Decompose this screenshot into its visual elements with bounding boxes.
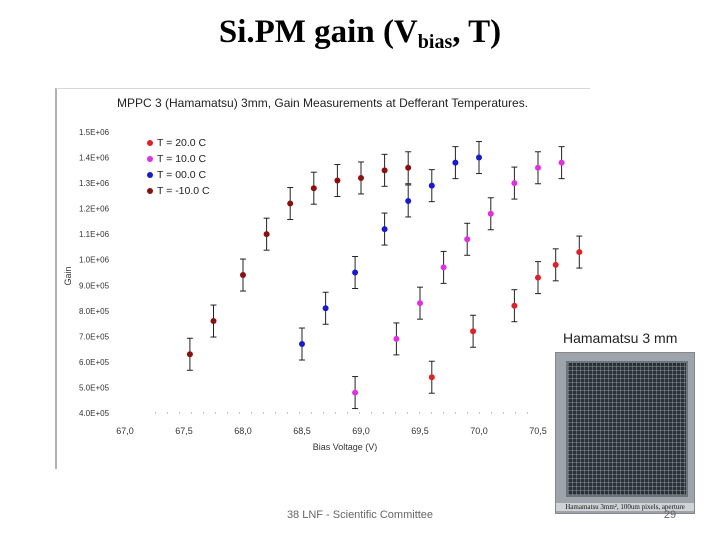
x-tick-label: 69,5 (411, 426, 429, 436)
y-axis-label: Gain (63, 266, 73, 285)
x-tick-label: 67,0 (116, 426, 134, 436)
y-tick-label: 7.0E+05 (79, 332, 110, 341)
legend-label: T = 10.0 C (157, 153, 207, 165)
title-main: Si.PM gain (V (218, 14, 418, 50)
gain-chart: MPPC 3 (Hamamatsu) 3mm, Gain Measurement… (63, 96, 583, 452)
data-point (352, 389, 359, 396)
data-point (487, 210, 494, 217)
y-tick-label: 1.0E+06 (79, 256, 110, 265)
legend-marker (147, 172, 153, 178)
data-point (535, 274, 541, 281)
chart-title: MPPC 3 (Hamamatsu) 3mm, Gain Measurement… (117, 96, 528, 110)
data-point (358, 174, 364, 181)
y-tick-label: 1.2E+06 (79, 205, 110, 214)
y-tick-label: 4.0E+05 (79, 409, 110, 418)
sensor-pixel-grid (566, 361, 688, 497)
data-point (511, 180, 518, 187)
data-point (428, 374, 435, 381)
data-point (558, 159, 565, 166)
legend-label: T = 00.0 C (157, 169, 207, 181)
title-end: , T) (452, 14, 502, 50)
sensor-photo: Hamamatsu 3mm², 100um pixels, aperture (555, 352, 695, 514)
y-tick-label: 5.0E+05 (79, 383, 110, 392)
data-point (405, 164, 412, 171)
data-point (535, 164, 541, 171)
y-tick-label: 1.1E+06 (79, 230, 110, 239)
x-tick-label: 67,5 (175, 426, 193, 436)
y-tick-label: 1.5E+06 (79, 128, 110, 137)
data-point (393, 335, 400, 342)
data-point (470, 328, 477, 335)
y-tick-label: 1.4E+06 (79, 154, 110, 163)
data-point (263, 231, 270, 238)
x-tick-label: 70,0 (470, 426, 488, 436)
slide-footer: 38 LNF - Scientific Committee (286, 509, 434, 521)
data-point (352, 269, 359, 276)
data-point (476, 154, 482, 161)
legend-marker (147, 156, 153, 162)
legend-label: T = 20.0 C (157, 137, 207, 149)
data-point (417, 300, 423, 307)
y-tick-label: 8.0E+05 (79, 307, 110, 316)
data-point (440, 264, 447, 271)
y-tick-label: 9.0E+05 (79, 281, 110, 290)
data-point (552, 261, 559, 268)
data-point (381, 226, 388, 233)
data-point (405, 197, 412, 204)
data-point (310, 185, 317, 192)
data-point (452, 159, 459, 166)
data-point (576, 249, 583, 256)
slide-title: Si.PM gain (Vbias, T) (0, 14, 720, 54)
data-point (240, 272, 246, 279)
photo-caption: Hamamatsu 3 mm (563, 330, 678, 346)
data-point (464, 236, 471, 243)
data-point (287, 200, 294, 207)
data-point (381, 167, 388, 174)
data-point (511, 302, 518, 309)
data-point (299, 341, 305, 348)
data-point (186, 351, 193, 358)
legend-marker (147, 188, 153, 194)
x-tick-label: 68,5 (293, 426, 311, 436)
photo-label: Hamamatsu 3mm², 100um pixels, aperture (556, 503, 694, 511)
x-axis-label: Bias Voltage (V) (313, 442, 378, 452)
page-number: 29 (663, 509, 677, 521)
y-tick-label: 1.3E+06 (79, 179, 110, 188)
legend-marker (147, 140, 153, 146)
x-tick-label: 68,0 (234, 426, 252, 436)
x-tick-label: 69,0 (352, 426, 370, 436)
chart-frame (55, 88, 590, 469)
legend-label: T = -10.0 C (157, 185, 210, 197)
data-point (210, 318, 217, 325)
title-subscript: bias (417, 31, 453, 53)
data-point (322, 305, 329, 312)
data-point (334, 177, 341, 184)
x-tick-label: 70,5 (529, 426, 547, 436)
y-tick-label: 6.0E+05 (79, 358, 110, 367)
data-point (428, 182, 435, 189)
